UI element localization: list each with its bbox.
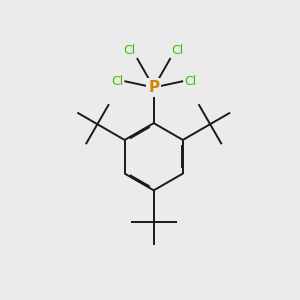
Text: P: P	[148, 80, 159, 95]
Text: Cl: Cl	[111, 75, 123, 88]
Text: Cl: Cl	[124, 44, 136, 57]
Text: Cl: Cl	[172, 44, 184, 57]
Text: Cl: Cl	[184, 75, 196, 88]
